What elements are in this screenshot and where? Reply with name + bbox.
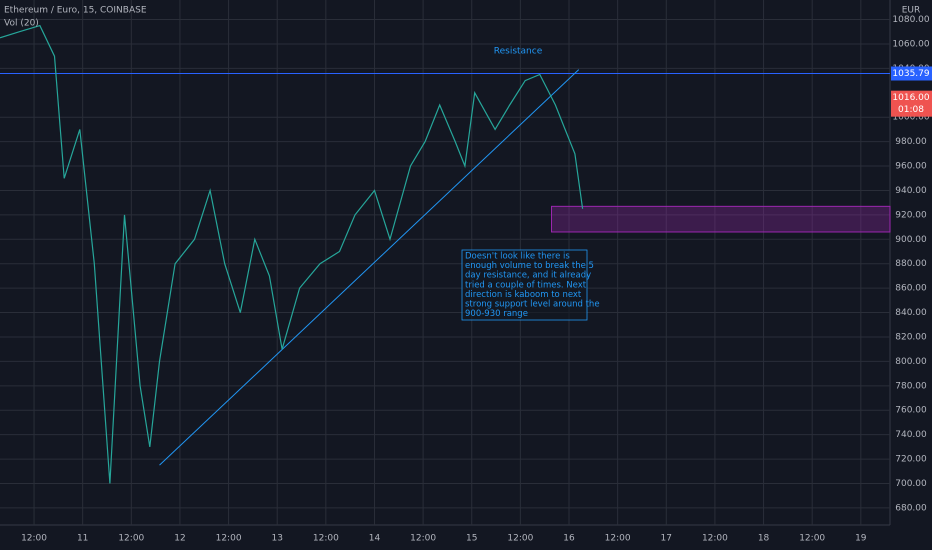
x-tick-label: 15: [466, 534, 477, 544]
currency: EUR: [902, 6, 921, 16]
note-line: day resistance, and it already: [465, 271, 591, 281]
x-tick-label: 12:00: [605, 534, 631, 544]
y-tick-label: 740.00: [895, 430, 927, 440]
note-line: direction is kaboom to next: [465, 290, 582, 300]
x-tick-label: 18: [758, 534, 770, 544]
x-tick-label: 12:00: [118, 534, 144, 544]
note-line: 900-930 range: [465, 309, 528, 319]
note-line: enough volume to break the 5: [465, 261, 594, 271]
x-tick-label: 17: [661, 534, 672, 544]
x-tick-label: 12:00: [216, 534, 242, 544]
price-line: [0, 24, 584, 484]
y-tick-label: 980.00: [895, 137, 927, 147]
y-tick-label: 900.00: [895, 235, 927, 245]
x-tick-label: 12:00: [21, 534, 47, 544]
note-line: tried a couple of times. Next: [465, 280, 587, 290]
y-tick-label: 940.00: [895, 186, 927, 196]
x-tick-label: 12:00: [799, 534, 825, 544]
indicator-label: Vol (20): [4, 19, 39, 29]
x-tick-label: 13: [271, 534, 282, 544]
resistance-label: Resistance: [494, 47, 543, 57]
note-line: strong support level around the: [465, 300, 600, 310]
note-line: Doesn't look like there is: [465, 252, 570, 262]
x-tick-label: 12: [174, 534, 185, 544]
y-tick-label: 840.00: [895, 308, 927, 318]
y-tick-label: 1000.00: [892, 113, 929, 123]
trendline: [159, 69, 580, 466]
y-tick-label: 800.00: [895, 357, 927, 367]
y-tick-label: 780.00: [895, 381, 927, 391]
y-tick-label: 700.00: [895, 479, 927, 489]
y-tick-label: 720.00: [895, 455, 927, 465]
x-tick-label: 12:00: [507, 534, 533, 544]
support-zone: [551, 205, 891, 233]
x-tick-label: 12:00: [410, 534, 436, 544]
y-tick-label: 920.00: [895, 210, 927, 220]
y-tick-label: 880.00: [895, 259, 927, 269]
y-tick-label: 760.00: [895, 406, 927, 416]
note-box: [461, 249, 588, 321]
y-tick-label: 820.00: [895, 332, 927, 342]
last-price: 1016.00: [892, 93, 929, 103]
plot: Resistance Doesn't look like there isenou…: [0, 0, 891, 525]
chart-title: Ethereum / Euro, 15, COINBASE: [4, 6, 147, 16]
x-tick-label: 12:00: [702, 534, 728, 544]
countdown: 01:08: [898, 105, 924, 115]
resistance-price-box: [891, 66, 932, 81]
x-tick-label: 16: [563, 534, 575, 544]
price-axis: [890, 0, 932, 550]
x-tick-label: 19: [855, 534, 867, 544]
y-tick-label: 680.00: [895, 503, 927, 513]
x-tick-label: 14: [369, 534, 381, 544]
y-tick-label: 1080.00: [892, 15, 929, 25]
resistance-price: 1035.79: [892, 69, 929, 79]
y-tick-label: 960.00: [895, 162, 927, 172]
last-price-box: [891, 90, 932, 117]
y-tick-label: 860.00: [895, 284, 927, 294]
y-tick-label: 1060.00: [892, 39, 929, 49]
x-tick-label: 12:00: [313, 534, 339, 544]
x-tick-label: 11: [77, 534, 88, 544]
